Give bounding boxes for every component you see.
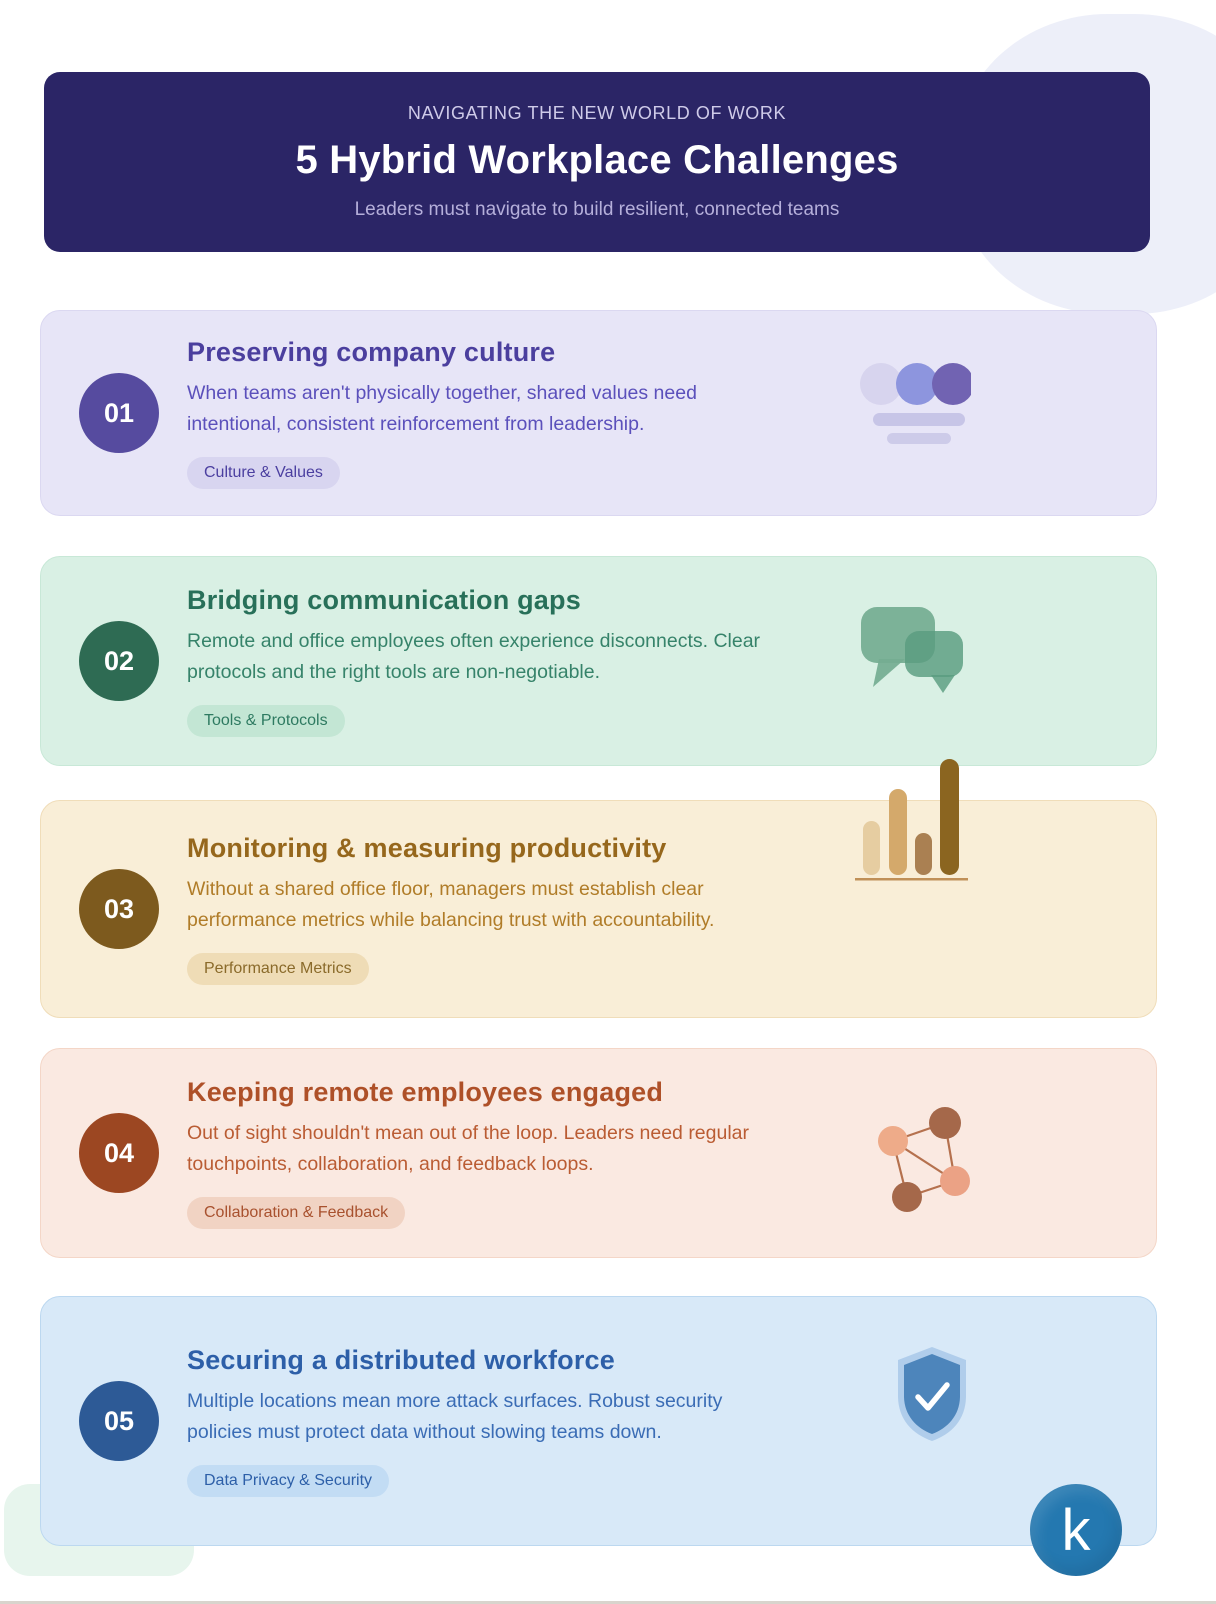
shield-check-icon — [893, 1345, 971, 1448]
team-avatars-icon — [859, 361, 974, 452]
header-banner: NAVIGATING THE NEW WORLD OF WORK 5 Hybri… — [44, 72, 1150, 252]
brand-k-logo: k — [1030, 1484, 1122, 1576]
card-title: Keeping remote employees engaged — [187, 1077, 664, 1108]
card-tag: Performance Metrics — [187, 952, 369, 985]
card-title: Monitoring & measuring productivity — [187, 833, 667, 864]
card-number-badge: 02 — [79, 621, 159, 701]
card-description: When teams aren't physically together, s… — [187, 382, 697, 435]
bar-chart-icon — [855, 757, 971, 888]
bottom-edge-strip — [0, 1601, 1216, 1604]
card-title: Bridging communication gaps — [187, 585, 581, 616]
challenge-card-4: 04 Keeping remote employees engaged Out … — [40, 1048, 1157, 1258]
card-number-badge: 04 — [79, 1113, 159, 1193]
brand-k-letter: k — [1061, 1497, 1091, 1563]
card-content: Preserving company culture When teams ar… — [187, 337, 1156, 489]
challenge-card-5: 05 Securing a distributed workforce Mult… — [40, 1296, 1157, 1546]
page-title: 5 Hybrid Workplace Challenges — [295, 138, 899, 182]
card-tag: Tools & Protocols — [187, 704, 345, 737]
card-description: Remote and office employees often experi… — [187, 630, 761, 683]
card-content: Keeping remote employees engaged Out of … — [187, 1077, 1156, 1229]
card-number-badge: 01 — [79, 373, 159, 453]
card-title: Preserving company culture — [187, 337, 556, 368]
card-content: Securing a distributed workforce Multipl… — [187, 1345, 1156, 1497]
card-tag: Collaboration & Feedback — [187, 1196, 406, 1229]
card-tag: Culture & Values — [187, 456, 340, 489]
card-description: Out of sight shouldn't mean out of the l… — [187, 1122, 750, 1175]
challenge-card-3: 03 Monitoring & measuring productivity W… — [40, 759, 1157, 1018]
challenge-card-2: 02 Bridging communication gaps Remote an… — [40, 556, 1157, 766]
network-nodes-icon — [865, 1089, 971, 1220]
card-number-badge: 03 — [79, 869, 159, 949]
card-description: Multiple locations mean more attack surf… — [187, 1390, 723, 1443]
header-eyebrow: NAVIGATING THE NEW WORLD OF WORK — [407, 103, 787, 123]
challenge-card-1: 01 Preserving company culture When teams… — [40, 310, 1157, 516]
card-content: Bridging communication gaps Remote and o… — [187, 585, 1156, 737]
card-content: Monitoring & measuring productivity With… — [187, 833, 1156, 985]
header-subtitle: Leaders must navigate to build resilient… — [354, 199, 840, 220]
card-title: Securing a distributed workforce — [187, 1345, 615, 1376]
chat-bubbles-icon — [859, 601, 971, 700]
card-number-badge: 05 — [79, 1381, 159, 1461]
card-description: Without a shared office floor, managers … — [187, 878, 715, 931]
card-tag: Data Privacy & Security — [187, 1464, 390, 1497]
